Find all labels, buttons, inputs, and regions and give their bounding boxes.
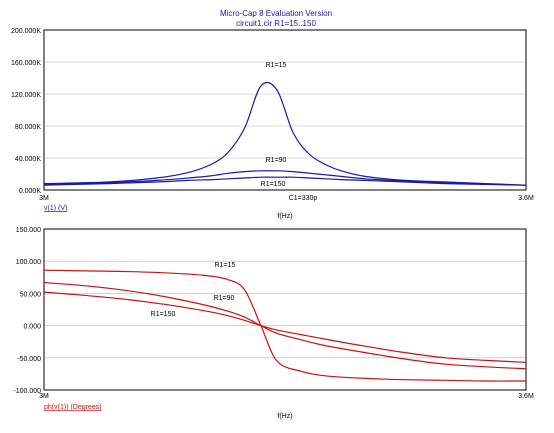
magnitude-series-label-r1-15: R1=15 [266, 62, 287, 69]
phase-y-tick-label: -50.000 [17, 356, 41, 363]
magnitude-y-tick-label: 80.000K [15, 124, 41, 131]
magnitude-x-tick-label: 3M [39, 195, 49, 202]
phase-series-r1-90-line [43, 281, 527, 370]
magnitude-y-tick-label: 120.000K [11, 92, 41, 99]
phase-y-tick-label: 0.000 [23, 324, 41, 331]
phase-plot-frame [43, 228, 527, 391]
magnitude-y-tick-label: 160.000K [11, 60, 41, 67]
phase-plot: 150.000 100.000 50.000 0.000 -50.000 -100.000… [13, 227, 534, 420]
chart-title: Micro-Cap 8 Evaluation Version [220, 9, 332, 18]
magnitude-y-tick-label: 0.000K [19, 188, 42, 195]
magnitude-x-tick-label: 3.6M [518, 195, 534, 202]
phase-y-tick-label: 150.000 [16, 227, 41, 234]
phase-y-tick-label: 50.000 [20, 291, 42, 298]
magnitude-series-label-r1-150: R1=150 [261, 181, 286, 188]
phase-x-tick-label: 3M [39, 393, 49, 400]
phase-y-tick-label: 100.000 [16, 259, 41, 266]
magnitude-y-tick-label: 40.000K [15, 156, 41, 163]
phase-x-axis-label: f(Hz) [277, 413, 292, 420]
phase-series-label-r1-15: R1=15 [215, 262, 236, 269]
phase-series-label-r1-150: R1=150 [151, 311, 176, 318]
magnitude-plot: 200.000K 160.000K 120.000K 80.000K 40.000K 0.… [11, 28, 534, 220]
chart-subtitle: circuit1.cir R1=15..150 [236, 19, 316, 28]
magnitude-series-label-r1-90: R1=90 [266, 157, 287, 164]
magnitude-y-tick-label: 200.000K [11, 28, 41, 35]
magnitude-y-axis-label: v(1) (V) [44, 205, 67, 212]
magnitude-annotation: C1=330p [289, 195, 318, 202]
magnitude-x-axis-label: f(Hz) [277, 213, 292, 220]
phase-y-tick-label: -100.000 [13, 388, 41, 395]
magnitude-series-r1-90-line [43, 170, 527, 186]
phase-x-tick-label: 3.6M [518, 393, 534, 400]
phase-series-label-r1-90: R1=90 [214, 295, 235, 302]
phase-series-r1-150-line [43, 291, 527, 363]
magnitude-plot-frame [43, 29, 527, 191]
phase-series-r1-15-line [43, 269, 527, 382]
magnitude-series-r1-15-line [43, 81, 527, 186]
phase-y-axis-label: ph(v(1)) (Degrees) [44, 404, 102, 411]
magnitude-series-r1-150-line [43, 176, 527, 186]
